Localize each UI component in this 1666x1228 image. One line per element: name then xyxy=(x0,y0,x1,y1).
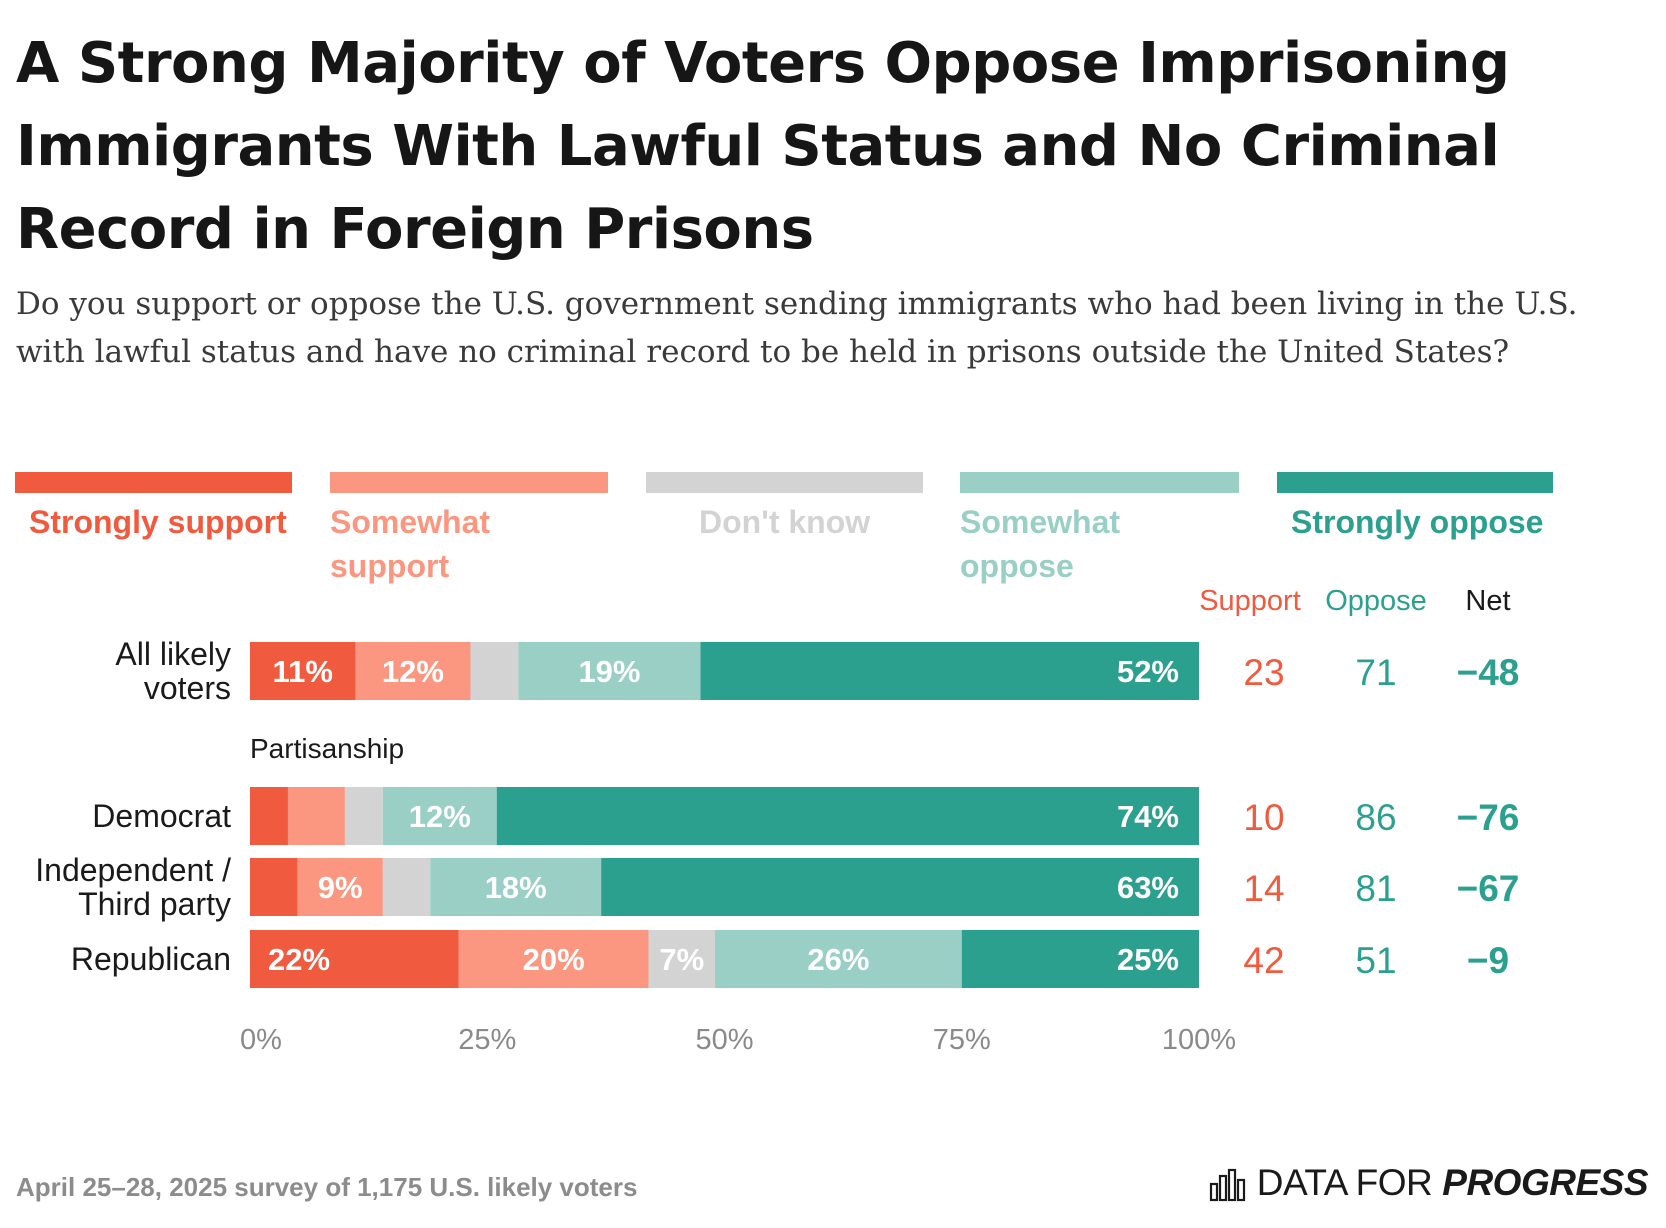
data-label: 74% xyxy=(1117,799,1179,834)
column-header-support: Support xyxy=(1199,585,1301,617)
net-value: −48 xyxy=(1457,652,1520,693)
oppose-value: 86 xyxy=(1355,797,1396,838)
data-label: 63% xyxy=(1117,870,1179,905)
bar-segment xyxy=(715,930,962,988)
bar-segment xyxy=(496,787,1199,845)
bar-segment xyxy=(344,787,383,845)
brand-emphasis: PROGRESS xyxy=(1442,1162,1648,1203)
bar-segment xyxy=(700,642,1199,700)
oppose-value: 71 xyxy=(1355,652,1396,693)
brand-name: DATA FOR xyxy=(1256,1162,1433,1203)
legend-swatch xyxy=(1277,472,1553,493)
column-header-net: Net xyxy=(1465,585,1510,617)
brand-logo: DATA FOR PROGRESS xyxy=(1209,1158,1648,1208)
category-label: Democrat xyxy=(92,798,231,834)
legend-item-dont-know: Don't know xyxy=(646,472,923,582)
bar-segment xyxy=(430,858,602,916)
legend-swatch xyxy=(960,472,1239,493)
bar-segment xyxy=(250,787,288,845)
legend-swatch xyxy=(646,472,923,493)
bar-segment xyxy=(601,858,1199,916)
legend-item-somewhat-oppose: Somewhat oppose xyxy=(960,472,1239,584)
legend-label: Strongly oppose xyxy=(1291,504,1544,540)
bar-segment xyxy=(961,930,1199,988)
x-tick-label: 50% xyxy=(695,1024,753,1056)
oppose-value: 81 xyxy=(1355,868,1396,909)
net-value: −76 xyxy=(1457,797,1520,838)
data-label: 20% xyxy=(523,942,585,977)
category-label: Republican xyxy=(71,941,231,977)
legend-label: Somewhat support xyxy=(330,504,491,584)
data-label: 19% xyxy=(578,654,640,689)
bar-segment xyxy=(250,642,356,700)
bar-segment xyxy=(355,642,471,700)
x-tick-label: 75% xyxy=(933,1024,991,1056)
data-label: 26% xyxy=(807,942,869,977)
category-label: Independent / xyxy=(35,852,231,888)
category-label: All likely xyxy=(115,636,231,672)
legend-item-somewhat-support: Somewhat support xyxy=(330,472,608,584)
legend-label: Don't know xyxy=(699,504,871,540)
group-label: Partisanship xyxy=(250,733,404,764)
data-label: 52% xyxy=(1117,654,1179,689)
net-value: −67 xyxy=(1457,868,1520,909)
x-tick-label: 25% xyxy=(458,1024,516,1056)
footnote: April 25–28, 2025 survey of 1,175 U.S. l… xyxy=(16,1172,638,1202)
bar-segment xyxy=(382,858,431,916)
support-value: 10 xyxy=(1243,797,1284,838)
data-label: 25% xyxy=(1117,942,1179,977)
bar-segment xyxy=(518,642,701,700)
data-label: 9% xyxy=(318,870,363,905)
support-value: 14 xyxy=(1243,868,1284,909)
data-label: 22% xyxy=(268,942,330,977)
bar-segment xyxy=(648,930,716,988)
chart-subtitle: Do you support or oppose the U.S. govern… xyxy=(16,286,1578,370)
bar-segment xyxy=(250,930,459,988)
x-tick-label: 0% xyxy=(240,1024,282,1056)
data-label: 18% xyxy=(485,870,547,905)
column-header-oppose: Oppose xyxy=(1325,585,1427,617)
bar-segment xyxy=(250,858,298,916)
legend-label: Strongly support xyxy=(29,504,287,540)
legend-swatch xyxy=(15,472,292,493)
support-value: 42 xyxy=(1243,940,1284,981)
stacked-bar-chart: Support Oppose Net Partisanship All likelyvo… xyxy=(35,585,1520,1056)
support-value: 23 xyxy=(1243,652,1284,693)
chart-title: A Strong Majority of Voters Oppose Impri… xyxy=(16,31,1510,262)
data-label: 11% xyxy=(273,654,333,689)
bar-segment xyxy=(382,787,497,845)
bar-segment xyxy=(470,642,519,700)
x-tick-label: 100% xyxy=(1162,1024,1236,1056)
bar-chart-icon xyxy=(1209,1168,1245,1202)
data-label: 12% xyxy=(382,654,444,689)
bar-segment xyxy=(458,930,649,988)
category-label: Third party xyxy=(78,886,231,922)
legend-label: Somewhat oppose xyxy=(960,504,1121,584)
bar-segment xyxy=(297,858,383,916)
bar-segment xyxy=(287,787,345,845)
category-label: voters xyxy=(144,670,231,706)
oppose-value: 51 xyxy=(1355,940,1396,981)
data-label: 7% xyxy=(659,942,704,977)
legend-item-strongly-oppose: Strongly oppose xyxy=(1277,472,1553,582)
legend-swatch xyxy=(330,472,608,493)
legend-item-strongly-support: Strongly support xyxy=(15,472,292,582)
net-value: −9 xyxy=(1467,940,1509,981)
data-label: 12% xyxy=(409,799,471,834)
